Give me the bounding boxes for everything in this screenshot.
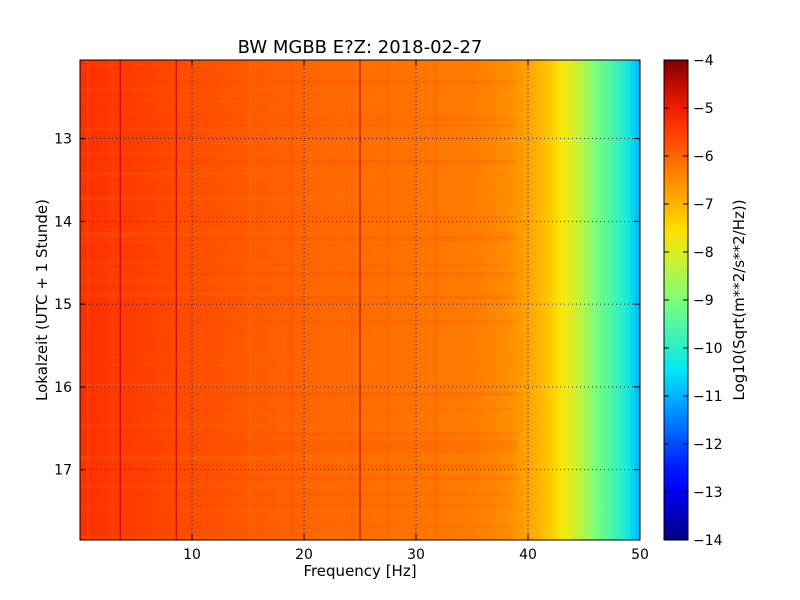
- x-tick-label: 30: [407, 547, 425, 563]
- colorbar-tick-label: −11: [693, 389, 723, 405]
- texture-band: [80, 524, 517, 528]
- texture-band: [80, 476, 517, 480]
- x-tick-label: 40: [519, 547, 537, 563]
- x-tick-label: 10: [183, 547, 201, 563]
- texture-column: [206, 60, 207, 540]
- y-tick-label: 13: [54, 132, 72, 148]
- texture-band: [80, 172, 517, 175]
- texture-column: [86, 60, 89, 540]
- texture-band: [80, 464, 517, 468]
- texture-band: [80, 444, 517, 448]
- texture-column: [110, 60, 113, 540]
- texture-band: [80, 124, 517, 127]
- texture-band: [80, 232, 517, 237]
- colorbar-tick-label: −9: [693, 293, 714, 309]
- texture-column: [434, 60, 437, 540]
- chart-title: BW MGBB E?Z: 2018-02-27: [238, 37, 483, 58]
- time-variation-bands: [80, 60, 517, 540]
- colorbar-tick-label: −13: [693, 485, 723, 501]
- texture-band: [80, 264, 517, 266]
- texture-band: [80, 236, 517, 241]
- texture-column: [320, 60, 323, 540]
- colorbar-tick-label: −7: [693, 197, 714, 213]
- x-axis-ticks: 10 20 30 40 50: [183, 60, 649, 563]
- texture-band: [80, 484, 517, 488]
- texture-band: [80, 176, 517, 178]
- texture-band: [80, 260, 517, 264]
- colorbar-tick-label: −10: [693, 341, 723, 357]
- y-axis-ticks: 13 14 15 16 17: [54, 132, 640, 479]
- texture-band: [80, 276, 517, 279]
- colorbar-tick-label: −5: [693, 101, 714, 117]
- grid-lines: [80, 60, 640, 540]
- texture-band: [80, 100, 517, 102]
- y-tick-label: 16: [54, 380, 72, 396]
- texture-band: [80, 268, 517, 271]
- spectral-lines: [119, 60, 361, 540]
- texture-band: [80, 364, 517, 366]
- texture-band: [80, 504, 517, 508]
- texture-band: [80, 424, 517, 427]
- colorbar-ticks: −4 −5 −6 −7 −8 −9 −10 −11 −12 −13 −14: [664, 53, 723, 549]
- texture-band: [80, 216, 517, 219]
- texture-band: [80, 508, 517, 511]
- texture-band: [80, 356, 517, 358]
- colorbar-tick-label: −6: [693, 149, 714, 165]
- texture-column: [392, 60, 394, 540]
- y-tick-label: 17: [54, 463, 72, 479]
- texture-band: [80, 292, 517, 296]
- colorbar-tick-label: −14: [693, 533, 723, 549]
- colorbar-tick-label: −8: [693, 245, 714, 261]
- texture-band: [80, 280, 517, 285]
- texture-column: [350, 60, 353, 540]
- texture-band: [80, 64, 517, 66]
- texture-band: [80, 116, 517, 121]
- texture-column: [386, 60, 389, 540]
- texture-band: [80, 136, 517, 139]
- x-tick-label: 50: [631, 547, 649, 563]
- texture-band: [80, 160, 517, 163]
- texture-band: [80, 272, 517, 275]
- texture-band: [80, 456, 517, 460]
- texture-band: [80, 432, 517, 436]
- colorbar-tick-label: −4: [693, 53, 714, 69]
- y-tick-label: 14: [54, 214, 72, 230]
- texture-band: [80, 448, 517, 453]
- plot-frame: [79, 59, 641, 541]
- x-tick-label: 20: [295, 547, 313, 563]
- texture-band: [80, 320, 517, 325]
- colorbar-tick-label: −12: [693, 437, 723, 453]
- texture-band: [80, 196, 517, 200]
- texture-column: [248, 60, 252, 540]
- texture-band: [80, 536, 517, 539]
- texture-band: [80, 440, 517, 444]
- texture-band: [80, 128, 517, 132]
- texture-band: [80, 88, 517, 92]
- texture-band: [80, 492, 517, 496]
- texture-column: [278, 60, 280, 540]
- plot-area: [80, 60, 640, 540]
- texture-band: [80, 240, 517, 244]
- y-tick-label: 15: [54, 297, 72, 313]
- texture-column: [290, 60, 293, 540]
- texture-band: [80, 80, 517, 84]
- y-axis-label: Lokalzeit (UTC + 1 Stunde): [33, 199, 51, 401]
- texture-column: [254, 60, 256, 540]
- colorbar-label: Log10(Sqrt(m**2/s**2/Hz)): [730, 199, 748, 400]
- texture-band: [80, 152, 517, 155]
- texture-band: [80, 228, 517, 230]
- texture-band: [80, 392, 517, 396]
- x-axis-label: Frequency [Hz]: [303, 562, 416, 580]
- texture-band: [80, 296, 517, 299]
- texture-band: [80, 384, 517, 387]
- texture-band: [80, 408, 517, 410]
